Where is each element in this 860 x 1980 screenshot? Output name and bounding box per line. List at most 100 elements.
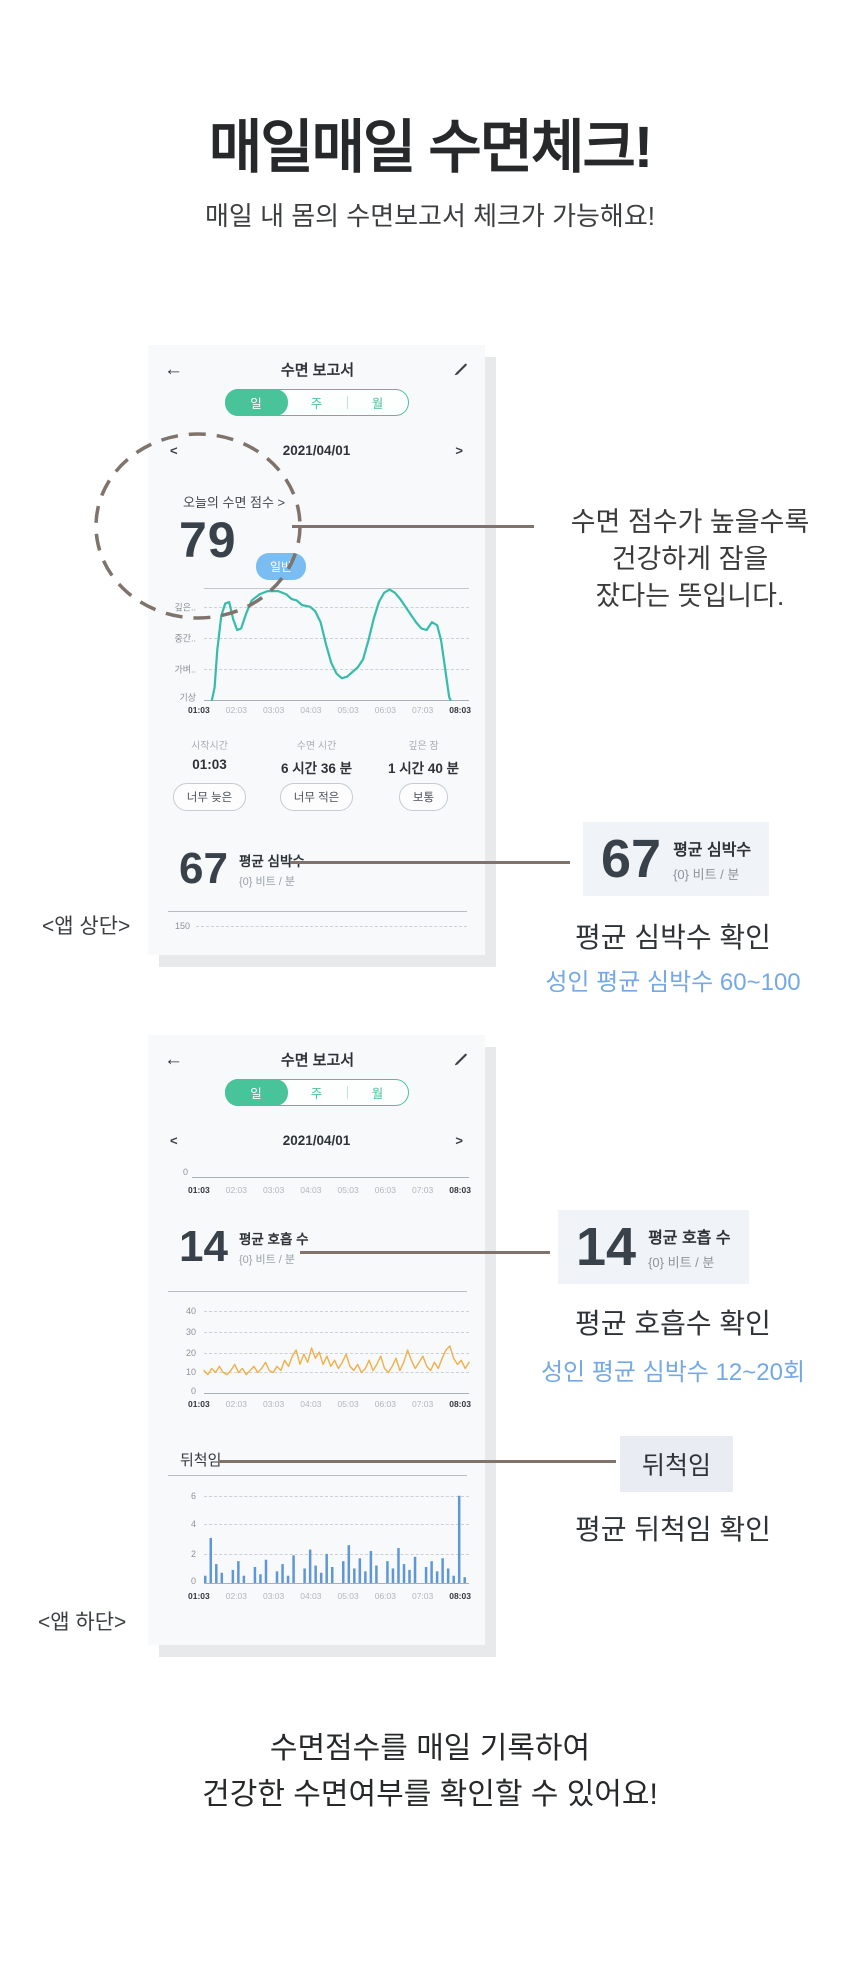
sleep-stats: 시작시간 01:03 수면 시간 6 시간 36 분 깊은 잠 1 시간 40 … — [156, 737, 477, 777]
heart-rate-value: 67 — [179, 844, 228, 893]
time-tick: 04:03 — [300, 705, 322, 715]
tab-month[interactable]: 월 — [371, 1087, 384, 1101]
tab-week[interactable]: 주 — [310, 1087, 323, 1101]
time-tick: 04:03 — [300, 1185, 322, 1195]
next-date-chevron[interactable]: > — [455, 443, 463, 458]
connector-line — [300, 1251, 550, 1254]
time-tick: 01:03 — [188, 1591, 210, 1601]
time-tick: 04:03 — [300, 1399, 322, 1409]
move-tick-0: 0 — [190, 1576, 196, 1587]
next-date-chevron[interactable]: > — [455, 1133, 463, 1148]
breath-range-note: 성인 평균 심박수 12~20회 — [540, 1359, 806, 1386]
time-tick: 02:03 — [225, 1399, 247, 1409]
stat-label: 깊은 잠 — [408, 741, 439, 752]
breath-chart: 40 30 20 10 0 — [160, 1303, 469, 1397]
gridline — [204, 1331, 469, 1333]
breath-rate-callout-box: 14 평균 호흡 수 {0} 비트 / 분 — [558, 1210, 749, 1284]
time-tick: 07:03 — [411, 1185, 434, 1195]
time-tick: 01:03 — [188, 1399, 210, 1409]
sleep-score-badge: 일반 — [256, 553, 307, 580]
breath-rate-unit: {0} 비트 / 분 — [648, 1254, 715, 1270]
move-tick-2: 2 — [190, 1549, 196, 1560]
app-top-label: <앱 상단> — [42, 915, 131, 938]
time-tick: 08:03 — [449, 705, 471, 715]
mini-axis-tick: 0 — [182, 1167, 188, 1177]
app-header: ← 수면 보고서 — [164, 1047, 469, 1071]
time-tick: 03:03 — [262, 705, 285, 715]
time-tick: 06:03 — [374, 1185, 396, 1195]
date-navigator: < 2021/04/01 > — [170, 1133, 463, 1148]
stage-tick-deep: 깊은.. — [174, 602, 196, 613]
tab-week[interactable]: 주 — [310, 397, 323, 411]
sleep-score-link[interactable]: 오늘의 수면 점수 > — [183, 495, 286, 510]
score-note-line: 건강하게 잠을 — [611, 544, 769, 574]
time-tick: 05:03 — [337, 1591, 359, 1601]
tag-too-little: 너무 적은 — [279, 783, 354, 811]
time-tick: 05:03 — [337, 1185, 359, 1195]
app-title: 수면 보고서 — [280, 1051, 355, 1069]
time-tick: 03:03 — [262, 1185, 285, 1195]
gridline — [196, 926, 467, 927]
score-note-line: 잤다는 뜻입니다. — [595, 581, 785, 611]
footer-line: 수면점수를 매일 기록하여 — [269, 1732, 591, 1765]
movement-caption: 평균 뒤척임 확인 — [575, 1514, 771, 1545]
resp-tick-30: 30 — [185, 1326, 196, 1337]
dashed-highlight-circle — [94, 432, 302, 620]
back-arrow-icon[interactable]: ← — [164, 1048, 183, 1070]
time-tick: 06:03 — [374, 705, 396, 715]
stat-value: 01:03 — [192, 757, 227, 772]
sleep-stage-plot — [204, 588, 469, 700]
time-axis: 01:03 02:03 03:03 04:03 05:03 06:03 07:03 08:03 — [188, 1399, 471, 1409]
time-axis: 01:03 02:03 03:03 04:03 05:03 06:03 07:03 08:03 — [188, 705, 471, 715]
tab-month[interactable]: 월 — [371, 397, 384, 411]
heart-range-note: 성인 평균 심박수 60~100 — [545, 969, 801, 996]
move-tick-4: 4 — [190, 1519, 196, 1530]
breath-caption: 평균 호흡수 확인 — [575, 1308, 771, 1339]
resp-tick-0: 0 — [190, 1386, 196, 1397]
gridline — [204, 1524, 469, 1526]
baseline — [204, 1393, 469, 1394]
time-tick: 07:03 — [411, 705, 434, 715]
time-tick: 07:03 — [411, 1399, 434, 1409]
sleep-stage-chart: 깊은.. 중간.. 가벼.. 기상 — [160, 588, 469, 702]
tab-day[interactable]: 일 — [224, 1079, 288, 1106]
tab-divider — [346, 1086, 348, 1099]
movement-callout-box: 뒤척임 — [620, 1436, 734, 1492]
back-arrow-icon[interactable]: ← — [164, 358, 183, 380]
heart-rate-unit: {0} 비트 / 분 — [673, 866, 740, 882]
heart-rate-callout-box: 67 평균 심박수 {0} 비트 / 분 — [583, 822, 770, 896]
baseline — [192, 1177, 469, 1178]
resp-tick-20: 20 — [185, 1347, 196, 1358]
edit-pencil-icon[interactable] — [452, 361, 469, 378]
tab-divider — [346, 396, 348, 409]
gridline — [204, 1311, 469, 1313]
time-tick: 05:03 — [337, 1399, 359, 1409]
edit-pencil-icon[interactable] — [452, 1051, 469, 1068]
breath-rate-label: 평균 호흡 수 — [648, 1229, 731, 1247]
stat-start-time: 시작시간 01:03 — [156, 737, 263, 777]
stage-tick-light: 가벼.. — [174, 664, 196, 675]
sleep-score-value: 79 — [179, 512, 237, 568]
prev-date-chevron[interactable]: < — [170, 443, 178, 458]
time-tick: 06:03 — [374, 1591, 396, 1601]
period-tabs: 일 주 월 — [224, 389, 409, 416]
time-tick: 05:03 — [337, 705, 359, 715]
prev-date-chevron[interactable]: < — [170, 1133, 178, 1148]
time-tick: 02:03 — [225, 1591, 247, 1601]
connector-line — [290, 861, 570, 864]
footer-line: 건강한 수면여부를 확인할 수 있어요! — [202, 1778, 658, 1811]
stat-sleep-duration: 수면 시간 6 시간 36 분 — [263, 737, 370, 777]
gridline — [204, 588, 469, 589]
breath-rate-value: 14 — [179, 1222, 228, 1271]
period-tabs: 일 주 월 — [224, 1079, 409, 1106]
stage-tick-mid: 중간.. — [174, 633, 196, 644]
time-tick: 04:03 — [300, 1591, 322, 1601]
divider — [168, 1291, 467, 1292]
heart-axis-tick: 150 — [174, 921, 190, 931]
baseline — [204, 1583, 469, 1584]
avg-breath-rate: 14 평균 호흡 수 {0} 비트 / 분 — [179, 1225, 309, 1269]
tab-day[interactable]: 일 — [224, 389, 288, 416]
stat-deep-sleep: 깊은 잠 1 시간 40 분 — [370, 737, 477, 777]
time-tick: 02:03 — [225, 1185, 247, 1195]
movement-plot — [204, 1487, 469, 1583]
